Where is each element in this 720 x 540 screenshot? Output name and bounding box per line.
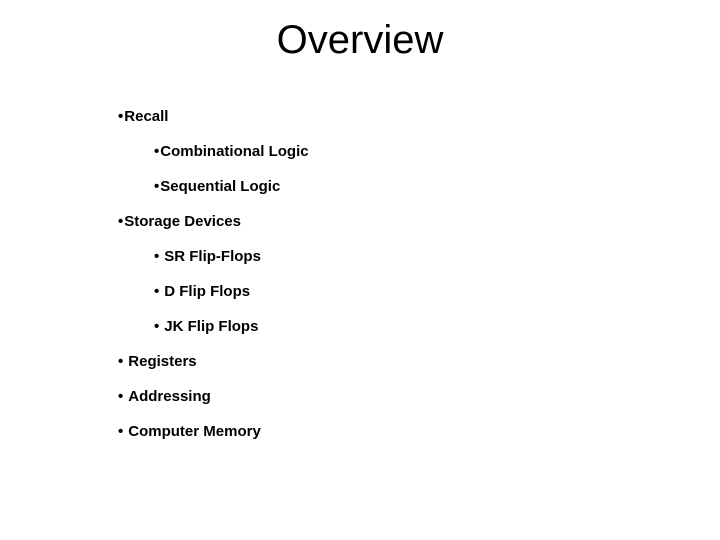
list-item: Addressing: [118, 388, 309, 405]
list-item: D Flip Flops: [154, 283, 309, 300]
list-item: JK Flip Flops: [154, 318, 309, 335]
slide-title: Overview: [0, 18, 720, 63]
list-item: Computer Memory: [118, 423, 309, 440]
list-item: Recall: [118, 108, 309, 125]
list-item: Registers: [118, 353, 309, 370]
slide-content: Recall Combinational Logic Sequential Lo…: [118, 108, 309, 458]
list-item: Sequential Logic: [154, 178, 309, 195]
list-item: Combinational Logic: [154, 143, 309, 160]
list-item: Storage Devices: [118, 213, 309, 230]
list-item: SR Flip-Flops: [154, 248, 309, 265]
